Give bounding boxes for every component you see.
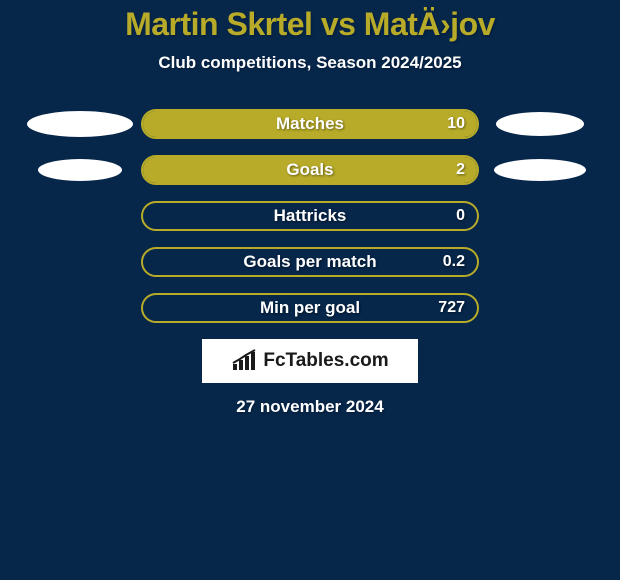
stat-bar: Goals2: [141, 155, 479, 185]
stat-label: Goals: [143, 160, 477, 180]
bar-slot: Hattricks0: [140, 201, 480, 231]
bar-slot: Matches10: [140, 109, 480, 139]
left-slot: [20, 159, 140, 181]
right-slot: [480, 112, 600, 136]
stat-bar: Matches10: [141, 109, 479, 139]
date-line: 27 november 2024: [0, 397, 620, 417]
stat-label: Hattricks: [143, 206, 477, 226]
stat-bar: Min per goal727: [141, 293, 479, 323]
bar-chart-icon: [231, 348, 257, 375]
stat-row: Hattricks0: [0, 201, 620, 231]
stat-value: 0.2: [443, 253, 465, 271]
subtitle: Club competitions, Season 2024/2025: [0, 53, 620, 73]
stats-area: Matches10 Goals2 Hattricks0 Goals per match…: [0, 109, 620, 323]
stat-value: 0: [456, 207, 465, 225]
stat-value: 2: [456, 161, 465, 179]
stat-row: Goals per match0.2: [0, 247, 620, 277]
infographic-canvas: Martin Skrtel vs MatÄ›jov Club competiti…: [0, 0, 620, 580]
decor-ellipse: [496, 112, 584, 136]
page-title: Martin Skrtel vs MatÄ›jov: [0, 0, 620, 43]
right-slot: [480, 159, 600, 181]
logo-text: FcTables.com: [263, 350, 388, 372]
left-slot: [20, 111, 140, 137]
stat-bar: Hattricks0: [141, 201, 479, 231]
stat-row: Goals2: [0, 155, 620, 185]
stat-value: 727: [438, 299, 465, 317]
bar-slot: Min per goal727: [140, 293, 480, 323]
bar-slot: Goals2: [140, 155, 480, 185]
stat-row: Min per goal727: [0, 293, 620, 323]
stat-label: Matches: [143, 114, 477, 134]
logo-box: FcTables.com: [202, 339, 418, 383]
stat-label: Goals per match: [143, 252, 477, 272]
stat-row: Matches10: [0, 109, 620, 139]
stat-bar: Goals per match0.2: [141, 247, 479, 277]
stat-value: 10: [447, 115, 465, 133]
decor-ellipse: [494, 159, 586, 181]
decor-ellipse: [38, 159, 122, 181]
stat-label: Min per goal: [143, 298, 477, 318]
decor-ellipse: [27, 111, 133, 137]
bar-slot: Goals per match0.2: [140, 247, 480, 277]
